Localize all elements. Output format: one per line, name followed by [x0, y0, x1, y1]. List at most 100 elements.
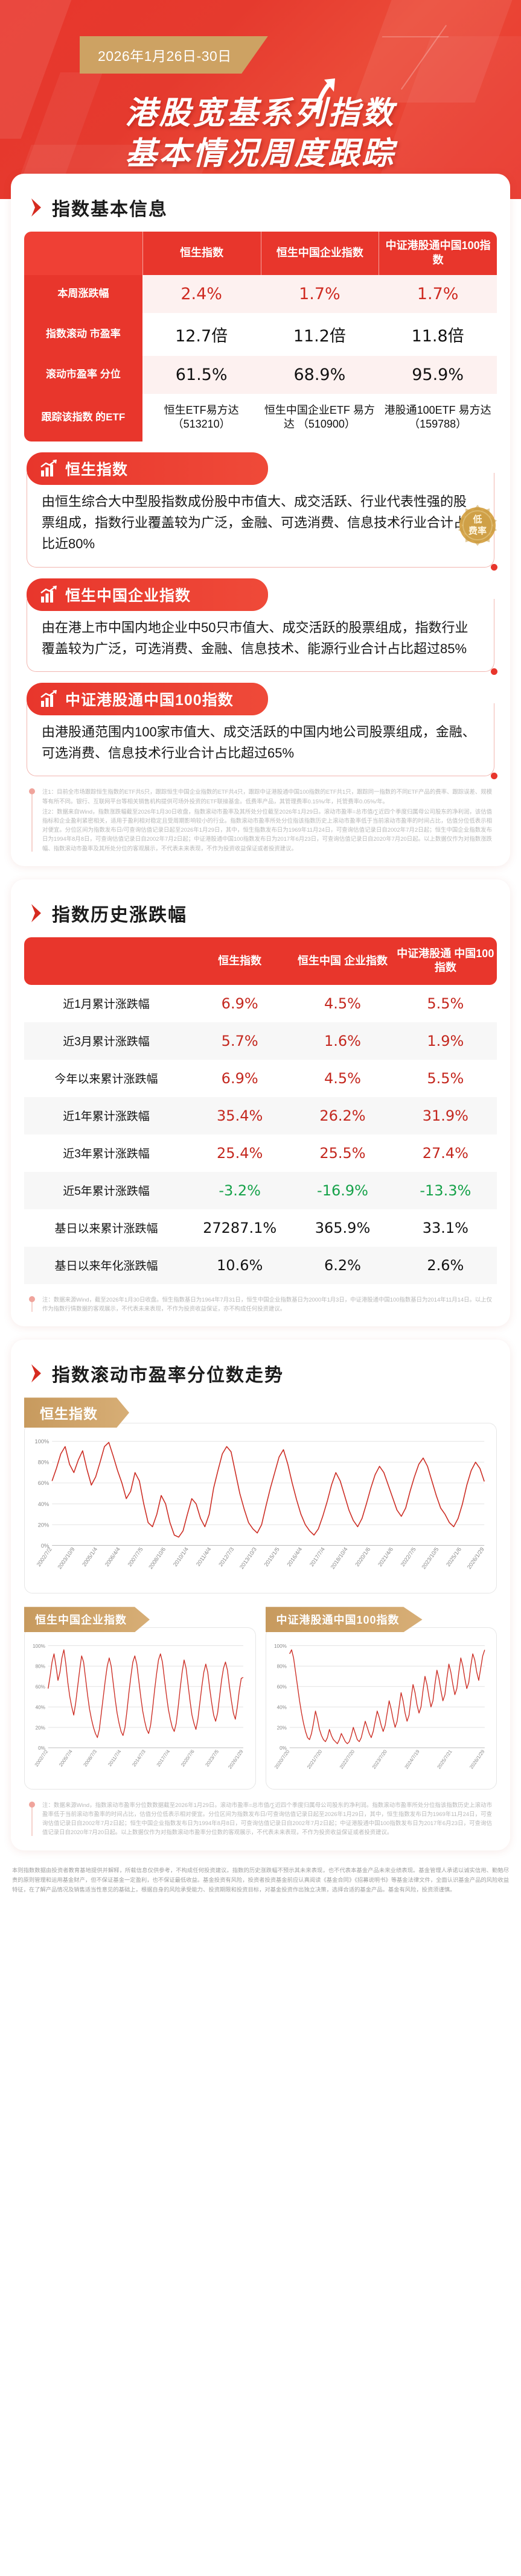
- row-label: 基日以来累计涨跌幅: [54, 1223, 158, 1236]
- svg-text:2010/1/4: 2010/1/4: [172, 1546, 190, 1568]
- cell-value: 365.9%: [315, 1219, 371, 1236]
- bottom-spacer: [0, 1906, 521, 1922]
- row-label: 近3月累计涨跌幅: [24, 1022, 188, 1060]
- hero-title-line-1: 港股宽基系列指数: [125, 96, 396, 131]
- cell-value: 5.5%: [427, 995, 464, 1012]
- index-card-csi-hk100: 中证港股通中国100指数 由港股通范围内100家市值大、成交活跃的中国内地公司股…: [27, 682, 497, 780]
- svg-text:100%: 100%: [35, 1438, 50, 1445]
- section-title-text: 指数历史涨跌幅: [52, 905, 187, 925]
- svg-text:40%: 40%: [36, 1705, 45, 1710]
- cell-value: -3.2%: [188, 1171, 292, 1209]
- svg-text:40%: 40%: [276, 1705, 286, 1710]
- row-label: 近1年累计涨跌幅: [24, 1097, 188, 1135]
- index-card-description: 由在港上市中国内地企业中50只市值大、成交活跃的股票组成，指数行业覆盖较为广泛，…: [27, 598, 497, 676]
- pe-percentile-chart-csi-hk100: 0% 20% 40% 60% 80% 100% 2020/7/20 2021/7/20 2022…: [273, 1644, 486, 1770]
- footnote-1-text: 注1：目前全市场跟踪恒生指数的ETF共5只，跟踪恒生中国企业指数的ETF共4只，…: [42, 788, 492, 805]
- svg-text:80%: 80%: [276, 1664, 286, 1669]
- svg-text:2006/4/4: 2006/4/4: [104, 1546, 121, 1568]
- cell-value: 95.9%: [379, 355, 497, 394]
- svg-text:2017/7/4: 2017/7/4: [156, 1748, 171, 1768]
- table-corner-cell: [24, 937, 188, 985]
- chart-tab-hscei: 恒生中国企业指数: [24, 1607, 150, 1633]
- svg-text:2003/10/9: 2003/10/9: [57, 1546, 76, 1571]
- hero-banner: 2026年1月26日-30日 港股宽基系列指数 基本情况周度跟踪: [0, 0, 521, 199]
- svg-text:2013/10/3: 2013/10/3: [238, 1546, 258, 1571]
- table-row: 近3月累计涨跌幅 5.7% 1.6% 1.9%: [24, 1022, 497, 1060]
- svg-text:2020/1/6: 2020/1/6: [354, 1546, 371, 1568]
- hero-title-line-2: 基本情况周度跟踪: [125, 136, 396, 171]
- cell-value: 1.6%: [291, 1022, 394, 1060]
- row-label: 近3年累计涨跌幅: [63, 1148, 150, 1161]
- table-row: 滚动市盈率 分位 61.5% 68.9% 95.9%: [24, 355, 497, 394]
- cell-value: 11.2倍: [293, 326, 346, 346]
- chart-block-csi-hk100: 中证港股通中国100指数 0% 20% 40% 60% 80% 100% 2020/7/20…: [265, 1607, 497, 1790]
- svg-text:80%: 80%: [36, 1664, 45, 1669]
- cell-value: 27287.1%: [203, 1219, 277, 1236]
- table-corner-cell: [24, 232, 142, 275]
- row-label: 今年以来累计涨跌幅: [54, 1073, 158, 1086]
- index-card-description: 由恒生综合大中型股指数成份股中市值大、成交活跃、行业代表性强的股票组成，指数行业…: [27, 473, 497, 571]
- footnote-2-text: 注2：数据来自Wind，指数涨跌幅截至2026年1月30日收盘，指数滚动市盈率及…: [42, 808, 492, 852]
- cell-value: 2.4%: [142, 274, 261, 313]
- table-row: 指数滚动 市盈率 12.7倍 11.2倍 11.8倍: [24, 312, 497, 356]
- page-title: 港股宽基系列指数 基本情况周度跟踪: [0, 93, 521, 174]
- svg-text:60%: 60%: [38, 1480, 50, 1486]
- svg-text:2026/1/29: 2026/1/29: [227, 1748, 244, 1770]
- svg-text:2022/7/5: 2022/7/5: [400, 1546, 417, 1568]
- index-card-header: 恒生指数: [27, 452, 268, 485]
- cell-value: 6.9%: [221, 1069, 258, 1087]
- row-label-weekly-change: 本周涨跌幅: [24, 274, 142, 313]
- index-card-title: 中证港股通中国100指数: [65, 691, 234, 709]
- svg-text:2023/10/5: 2023/10/5: [421, 1546, 440, 1571]
- cell-value-etf: 恒生中国企业ETF 易方达 （510900）: [264, 403, 375, 431]
- cell-value: 5.5%: [427, 1069, 464, 1087]
- section-title-text: 指数滚动市盈率分位数走势: [52, 1366, 284, 1386]
- table-row: 近1年累计涨跌幅 35.4% 26.2% 31.9%: [24, 1097, 497, 1135]
- column-header-csi-hk100: 中证港股通中国100指数: [379, 232, 497, 275]
- index-card-title: 恒生指数: [65, 461, 129, 478]
- svg-text:2025/7/21: 2025/7/21: [436, 1748, 453, 1770]
- cell-value: 26.2%: [291, 1097, 394, 1135]
- svg-text:2026/1/29: 2026/1/29: [466, 1546, 485, 1571]
- cell-value: 33.1%: [422, 1219, 468, 1236]
- cell-value: 1.7%: [379, 274, 497, 313]
- index-card-hsi: 恒生指数 由恒生综合大中型股指数成份股中市值大、成交活跃、行业代表性强的股票组成…: [27, 452, 497, 571]
- chevron-right-icon: [31, 1364, 41, 1383]
- cell-value: 4.5%: [324, 1069, 361, 1087]
- index-card-description: 由港股通范围内100家市值大、成交活跃的中国内地公司股票组成，金融、可选消费、信…: [27, 703, 497, 780]
- svg-text:2012/7/3: 2012/7/3: [217, 1546, 235, 1568]
- table-row: 本周涨跌幅 2.4% 1.7% 1.7%: [24, 274, 497, 313]
- section-title-text: 指数基本信息: [52, 200, 168, 220]
- cell-value: -13.3%: [394, 1171, 497, 1209]
- svg-text:2022/7/20: 2022/7/20: [338, 1748, 355, 1770]
- cell-value: 2.6%: [394, 1246, 497, 1284]
- pe-percentile-panel: 指数滚动市盈率分位数走势 恒生指数 0% 20% 40% 60% 80% 100% 2002…: [11, 1340, 510, 1850]
- cell-value: 5.7%: [188, 1022, 292, 1060]
- index-card-header: 中证港股通中国100指数: [27, 682, 268, 715]
- cell-value: 4.5%: [324, 995, 361, 1012]
- pe-percentile-chart-hsi: 0% 20% 40% 60% 80% 100% 2002/7/2 2003/10/9 2005/…: [35, 1438, 485, 1571]
- svg-text:2017/7/4: 2017/7/4: [308, 1546, 326, 1568]
- low-fee-seal-icon: 低 费率: [458, 505, 497, 546]
- svg-text:2016/4/4: 2016/4/4: [286, 1546, 303, 1568]
- footnote-pe-trend-text: 注：数据来源Wind，指数滚动市盈率分位数数据截至2026年1月29日。滚动市盈…: [42, 1801, 492, 1836]
- svg-text:0%: 0%: [38, 1745, 45, 1751]
- column-header-hscei: 恒生中国企业指数: [260, 232, 379, 275]
- footnote-pe-trend: 注：数据来源Wind，指数滚动市盈率分位数数据截至2026年1月29日。滚动市盈…: [29, 1800, 492, 1837]
- footnote-history: 注：数据来源Wind，截至2026年1月30日收盘。恒生指数基日为1964年7月…: [29, 1295, 492, 1313]
- svg-text:0%: 0%: [41, 1543, 49, 1549]
- table-row: 基日以来年化涨跌幅 10.6% 6.2% 2.6%: [24, 1246, 497, 1284]
- column-header-csi-hk100: 中证港股通 中国100指数: [394, 937, 497, 985]
- section-header-pe-trend: 指数滚动市盈率分位数走势: [24, 1355, 497, 1397]
- svg-text:2005/1/4: 2005/1/4: [81, 1546, 98, 1568]
- up-arrow-icon: [313, 78, 335, 112]
- svg-text:2014/7/3: 2014/7/3: [131, 1748, 147, 1768]
- svg-text:2023/7/5: 2023/7/5: [205, 1748, 220, 1768]
- chart-growth-icon: [40, 460, 57, 476]
- cell-value: 6.2%: [291, 1246, 394, 1284]
- svg-text:80%: 80%: [38, 1460, 50, 1466]
- table-row: 近1月累计涨跌幅 6.9% 4.5% 5.5%: [24, 985, 497, 1022]
- cell-value: 12.7倍: [175, 326, 228, 346]
- svg-text:2020/7/20: 2020/7/20: [273, 1748, 290, 1770]
- row-label-tracking-etf: 跟踪该指数 的ETF: [24, 393, 142, 441]
